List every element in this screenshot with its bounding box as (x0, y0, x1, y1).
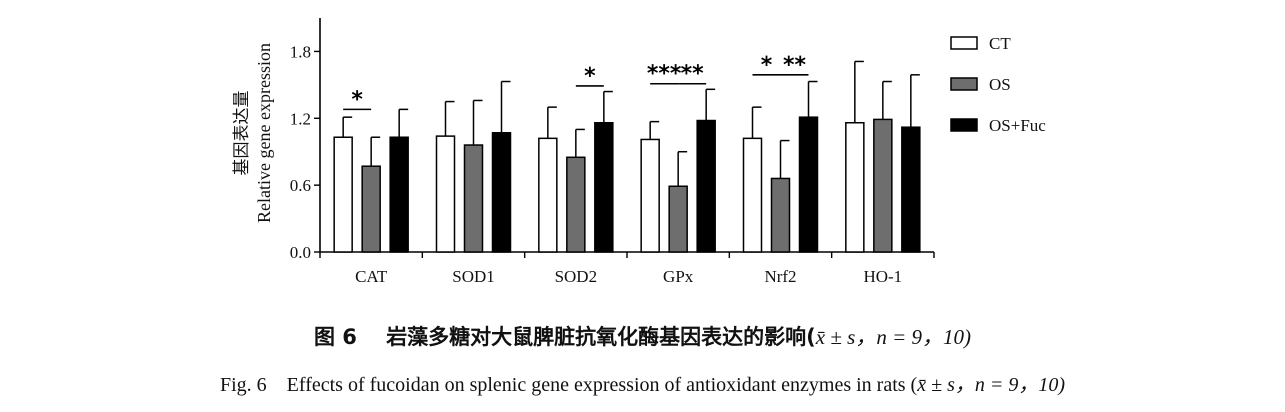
legend-label: OS (989, 75, 1011, 94)
figure-caption-en: Fig. 6 Effects of fucoidan on splenic ge… (0, 368, 1285, 397)
bar (901, 126, 921, 253)
legend-swatch (950, 118, 978, 132)
x-tick-label: GPx (663, 267, 694, 286)
bar (668, 185, 688, 253)
significance-label: *** (647, 62, 682, 87)
bar (491, 132, 512, 253)
y-axis-label-en: Relative gene expression (254, 43, 274, 223)
bar (594, 121, 614, 253)
figure-caption-cn: 图 6 岩藻多糖对大鼠脾脏抗氧化酶基因表达的影响(x̄ ± s，n = 9，10… (0, 321, 1285, 351)
x-tick-label: HO-1 (863, 267, 902, 286)
bar (361, 165, 381, 253)
significance-annotations: ** *** ** * ** (343, 53, 809, 112)
chart-bars (333, 116, 921, 253)
caption-text-cn: 岩藻多糖对大鼠脾脏抗氧化酶基因表达的影响( (386, 325, 816, 349)
bar (435, 135, 456, 253)
bar (640, 138, 660, 253)
significance-label: ** (681, 62, 705, 87)
bar (389, 136, 409, 253)
chart-error-bars (342, 60, 920, 187)
significance-label: * (761, 53, 773, 78)
x-tick-label: Nrf2 (764, 267, 796, 286)
bar (798, 116, 819, 253)
x-tick-label: SOD1 (452, 267, 495, 286)
bar (770, 177, 791, 253)
bar (873, 118, 893, 253)
y-tick-label: 1.2 (290, 109, 311, 128)
caption-stat-en: x̄ ± s，n = 9，10) (917, 374, 1066, 396)
x-tick-label: CAT (355, 267, 388, 286)
caption-stat-cn: x̄ ± s，n = 9，10) (815, 325, 971, 349)
bar (333, 136, 353, 253)
bar (696, 119, 716, 253)
legend-swatch (950, 36, 978, 50)
significance-label: * (351, 87, 363, 112)
legend-label: CT (989, 34, 1011, 53)
bar (463, 144, 484, 253)
caption-label-cn: 图 6 (314, 325, 357, 349)
caption-text-en: Effects of fucoidan on splenic gene expr… (286, 374, 918, 396)
significance-label: ** (783, 53, 807, 78)
chart-axes: 0.0 0.6 1.2 1.8 CAT SOD1 SOD2 GPx Nrf2 HO-1 (290, 18, 935, 286)
y-tick-label: 1.8 (290, 42, 311, 61)
x-tick-label: SOD2 (555, 267, 598, 286)
bar (845, 121, 865, 253)
significance-label: * (584, 64, 596, 89)
legend-label: OS+Fuc (989, 116, 1046, 135)
bar (742, 137, 763, 253)
y-tick-label: 0.6 (290, 176, 311, 195)
legend-swatch (950, 77, 978, 91)
y-axis-label-cn: 基因表达量 (232, 91, 252, 176)
caption-label-en: Fig. 6 (219, 374, 267, 396)
chart-legend: CT OS OS+Fuc (950, 34, 1046, 135)
y-tick-label: 0.0 (290, 243, 311, 262)
bar (538, 137, 558, 253)
bar (566, 156, 586, 253)
